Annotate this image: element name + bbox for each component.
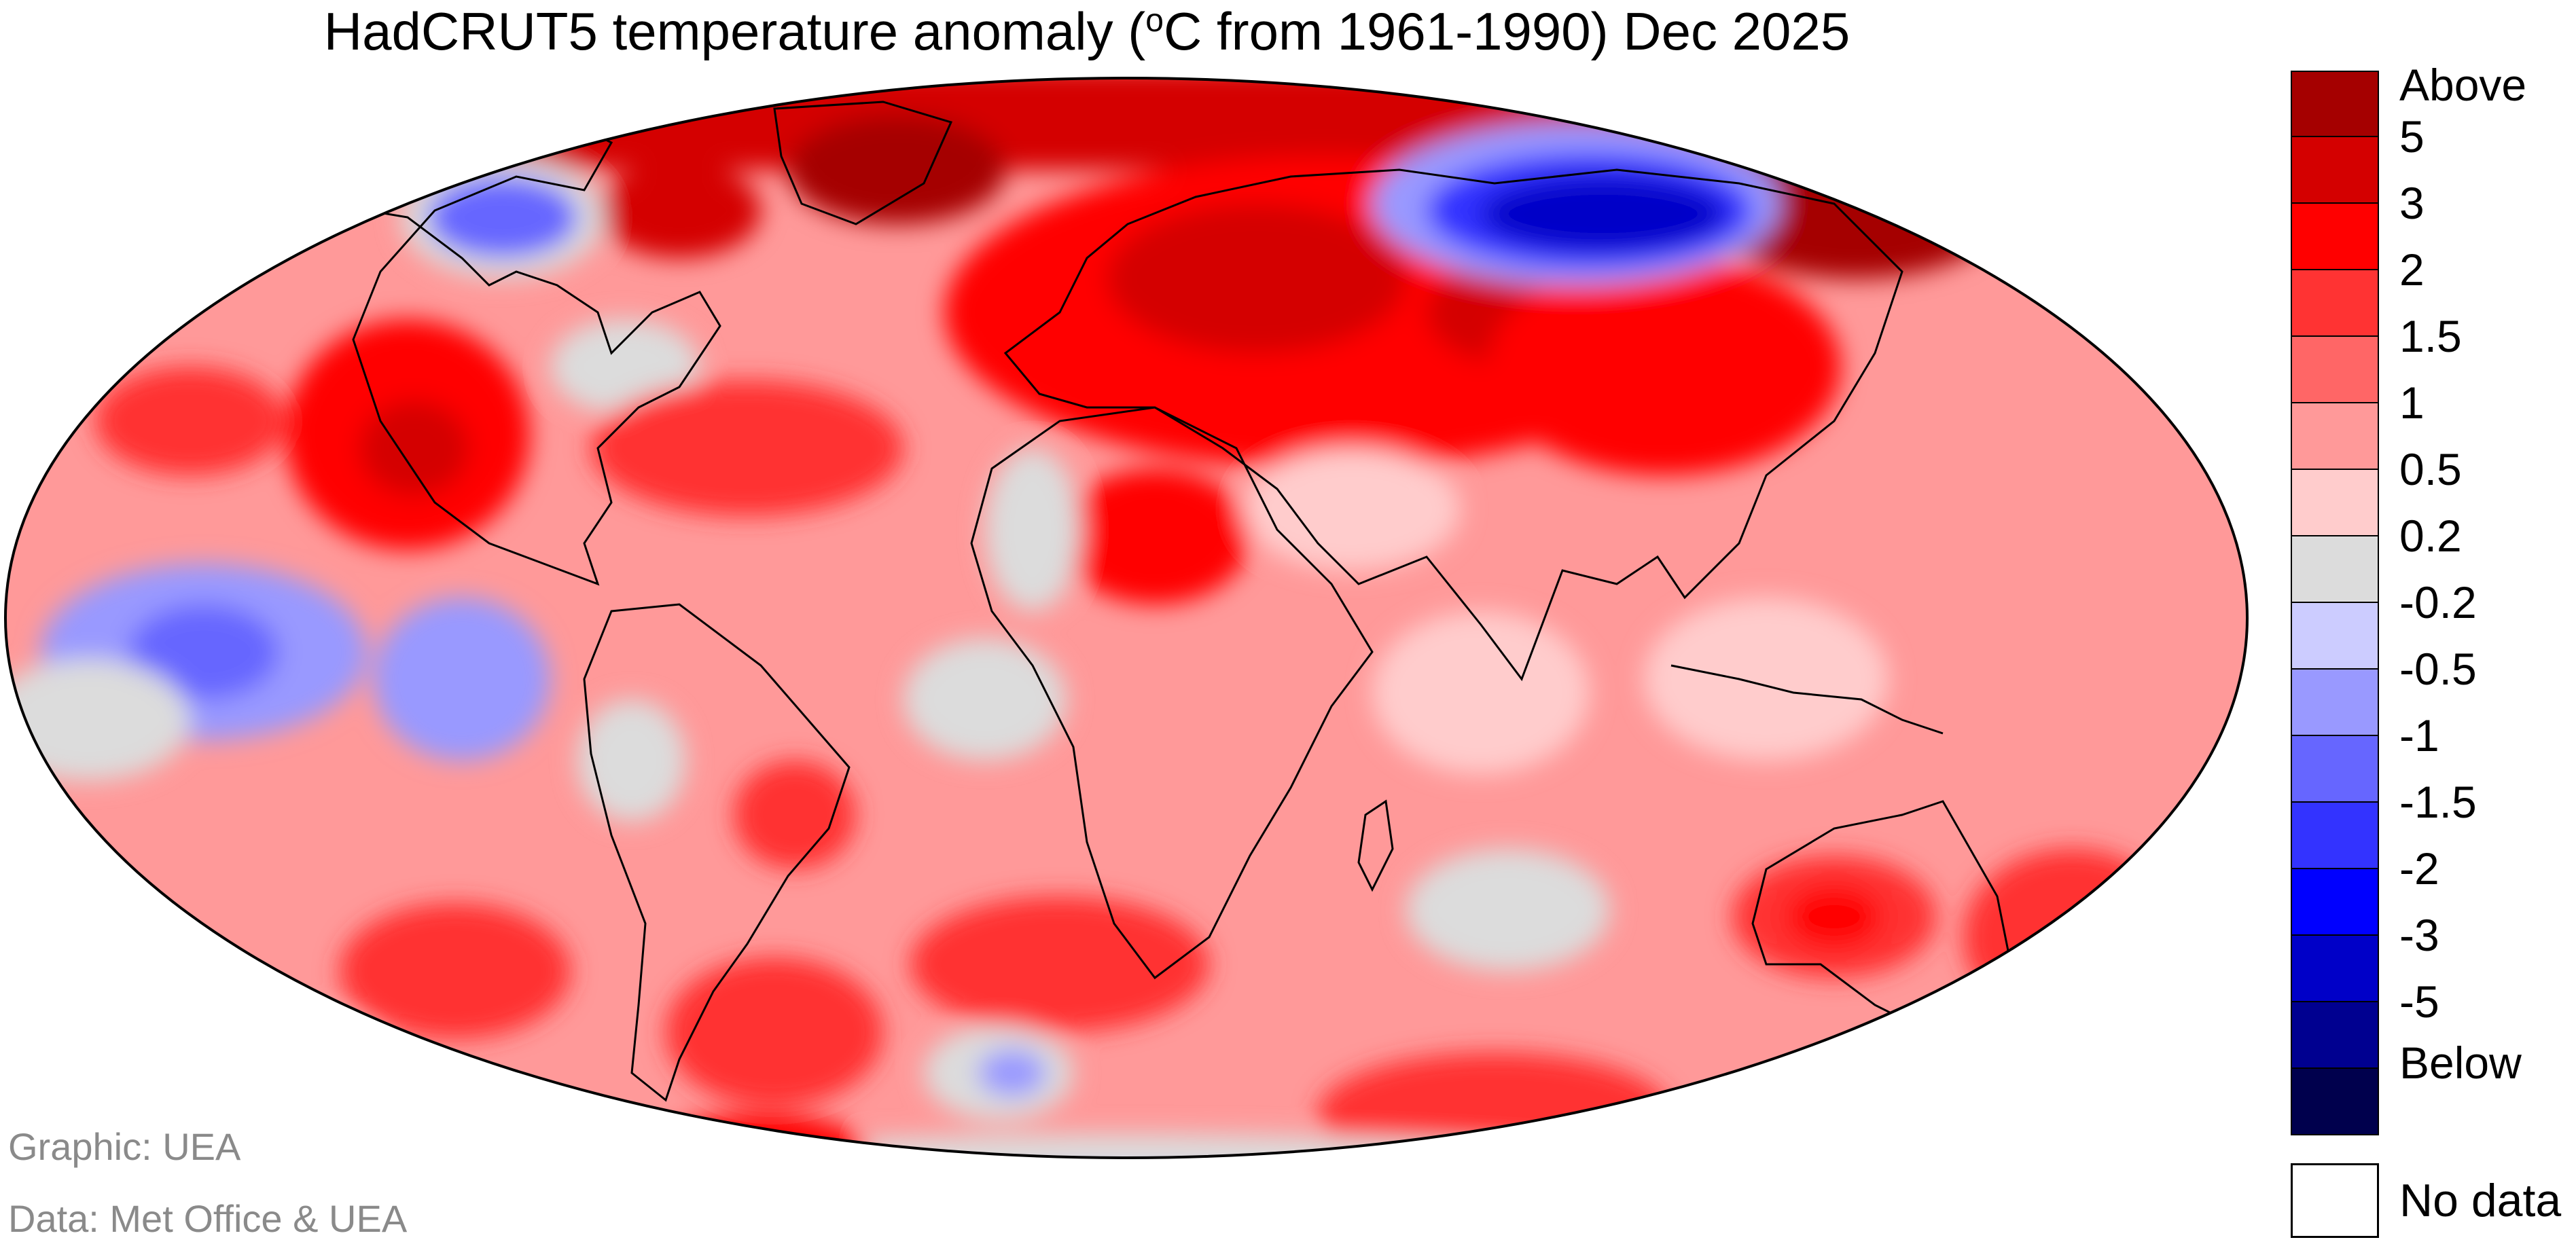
title-suffix: C from 1961-1990) Dec 2025 — [1163, 1, 1850, 61]
colour-scale-label: 2 — [2399, 244, 2425, 295]
colour-scale-swatch — [2291, 403, 2379, 470]
globe-border — [4, 77, 2249, 1159]
colour-scale-swatch — [2291, 670, 2379, 736]
colour-scale-label: Above — [2399, 60, 2527, 110]
colour-scale-swatch — [2291, 536, 2379, 603]
no-data-label: No data — [2399, 1175, 2562, 1226]
anomaly-map — [4, 77, 2249, 1222]
greenland-outline — [773, 101, 953, 225]
colour-scale-label: -0.2 — [2399, 577, 2477, 627]
colour-scale-swatch — [2291, 936, 2379, 1002]
colour-scale-swatch — [2291, 204, 2379, 270]
colour-scale-label: Below — [2399, 1038, 2522, 1088]
colour-scale-swatch — [2291, 337, 2379, 403]
no-data-stripes — [279, 1114, 639, 1158]
colour-scale-label: 1 — [2399, 378, 2425, 428]
colour-scale-label: -1 — [2399, 710, 2439, 761]
colour-scale-swatch — [2291, 137, 2379, 204]
colour-scale-swatch — [2291, 470, 2379, 536]
north-america-outline — [201, 107, 721, 586]
map-title: HadCRUT5 temperature anomaly (oC from 19… — [0, 0, 2174, 62]
colour-scale-label: 3 — [2399, 178, 2425, 228]
colour-scale-swatch — [2291, 71, 2379, 137]
colour-scale-label: -2 — [2399, 843, 2439, 894]
data-credit: Data: Met Office & UEA — [8, 1197, 408, 1240]
colour-scale-label: 5 — [2399, 111, 2425, 162]
colour-scale-swatch — [2291, 1002, 2379, 1069]
colour-scale-label: 0.2 — [2399, 511, 2462, 561]
colour-scale-label: -0.5 — [2399, 644, 2477, 694]
colour-scale-swatch — [2291, 803, 2379, 869]
colour-scale-label: -5 — [2399, 976, 2439, 1027]
colour-scale-swatch — [2291, 736, 2379, 803]
degree-symbol: o — [1145, 3, 1164, 39]
map-field — [5, 78, 2247, 1222]
madagascar-outline — [1357, 799, 1394, 892]
colour-scale-swatch — [2291, 603, 2379, 670]
title-prefix: HadCRUT5 temperature anomaly ( — [323, 1, 1146, 61]
new-zealand-outline — [2035, 968, 2122, 1075]
colour-scale-swatch — [2291, 1069, 2379, 1135]
no-data-swatch — [2291, 1163, 2379, 1238]
graphic-credit: Graphic: UEA — [8, 1125, 241, 1168]
indonesia-outline — [1670, 664, 1944, 735]
south-america-outline — [583, 603, 851, 1102]
colour-scale-label: 1.5 — [2399, 311, 2462, 361]
colour-scale — [2291, 71, 2379, 1135]
colour-scale-label: 0.5 — [2399, 444, 2462, 494]
eurasia-outline — [1003, 168, 1903, 682]
colour-scale-label: -1.5 — [2399, 777, 2477, 827]
colour-scale-label: -3 — [2399, 910, 2439, 960]
colour-scale-swatch — [2291, 869, 2379, 936]
africa-outline — [970, 406, 1374, 980]
antarctica-outline — [666, 1182, 1834, 1222]
colour-scale-swatch — [2291, 270, 2379, 337]
